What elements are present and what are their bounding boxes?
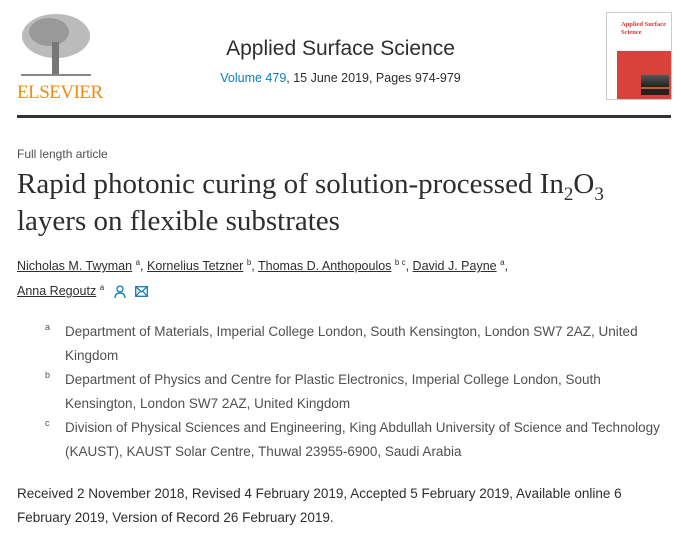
- affiliation-text: Department of Materials, Imperial Colleg…: [65, 324, 638, 363]
- author-affiliation-marker: b: [246, 257, 252, 267]
- author-affiliation-marker: a: [99, 282, 105, 292]
- tree-logo-icon: [21, 14, 91, 76]
- affiliation-label: a: [45, 322, 51, 332]
- cover-title: Applied Surface Science: [621, 21, 666, 36]
- separator: ,: [405, 259, 413, 273]
- article-history: Received 2 November 2018, Revised 4 Febr…: [17, 486, 622, 525]
- affiliation-text: Division of Physical Sciences and Engine…: [65, 420, 660, 459]
- affiliation: a Department of Materials, Imperial Colle…: [45, 320, 667, 368]
- author-link[interactable]: Nicholas M. Twyman: [17, 259, 133, 273]
- header-divider: [17, 115, 671, 118]
- elsevier-logo[interactable]: ELSEVIER: [17, 12, 103, 104]
- title-subscript: 3: [594, 183, 604, 205]
- author: Kornelius Tetzner b,: [146, 257, 259, 273]
- author-affiliation-marker: b c: [394, 257, 406, 267]
- author: Anna Regoutz a: [17, 282, 105, 298]
- title-text: Rapid photonic curing of solution-proces…: [17, 168, 564, 200]
- envelope-icon[interactable]: [135, 286, 149, 298]
- affiliation: b Department of Physics and Centre for Pl…: [45, 368, 667, 416]
- issue-info: , 15 June 2019, Pages 974-979: [286, 71, 461, 85]
- affiliation-label: b: [45, 370, 51, 380]
- author-list: Nicholas M. Twyman a, Kornelius Tetzner …: [17, 254, 667, 304]
- journal-cover[interactable]: Applied Surface Science: [606, 12, 672, 100]
- author-link[interactable]: Anna Regoutz: [17, 284, 97, 298]
- journal-header: ELSEVIER Applied Surface Science Volume …: [0, 0, 681, 120]
- article-type: Full length article: [17, 147, 108, 161]
- article-title: Rapid photonic curing of solution-proces…: [17, 166, 667, 240]
- author-affiliation-marker: a: [135, 257, 141, 267]
- affiliation-list: a Department of Materials, Imperial Colle…: [17, 320, 667, 464]
- author-affiliation-marker: a: [500, 257, 505, 267]
- affiliation: c Division of Physical Sciences and Engin…: [45, 416, 667, 464]
- author-link[interactable]: Kornelius Tetzner: [146, 259, 244, 273]
- author: Nicholas M. Twyman a,: [17, 257, 147, 273]
- author-link[interactable]: Thomas D. Anthopoulos: [258, 259, 392, 273]
- affiliation-label: c: [45, 418, 50, 428]
- affiliation-text: Department of Physics and Centre for Pla…: [65, 372, 601, 411]
- journal-title-link[interactable]: Applied Surface Science: [226, 37, 455, 60]
- elsevier-wordmark: ELSEVIER: [17, 82, 103, 103]
- separator: ,: [504, 259, 509, 273]
- volume-info: Volume 479, 15 June 2019, Pages 974-979: [110, 70, 571, 86]
- cover-image: [641, 75, 669, 95]
- author-link[interactable]: David J. Payne: [412, 259, 497, 273]
- title-subscript: 2: [563, 183, 574, 205]
- title-text: O: [573, 168, 595, 200]
- author: David J. Payne a,: [412, 257, 509, 273]
- author: Thomas D. Anthopoulos b c,: [258, 257, 413, 273]
- volume-link[interactable]: Volume 479: [220, 71, 287, 85]
- separator: ,: [251, 259, 259, 273]
- article-content: Full length article Rapid photonic curin…: [0, 146, 681, 540]
- separator: ,: [140, 259, 147, 273]
- person-icon[interactable]: [114, 285, 126, 299]
- title-text: layers on flexible substrates: [17, 205, 340, 237]
